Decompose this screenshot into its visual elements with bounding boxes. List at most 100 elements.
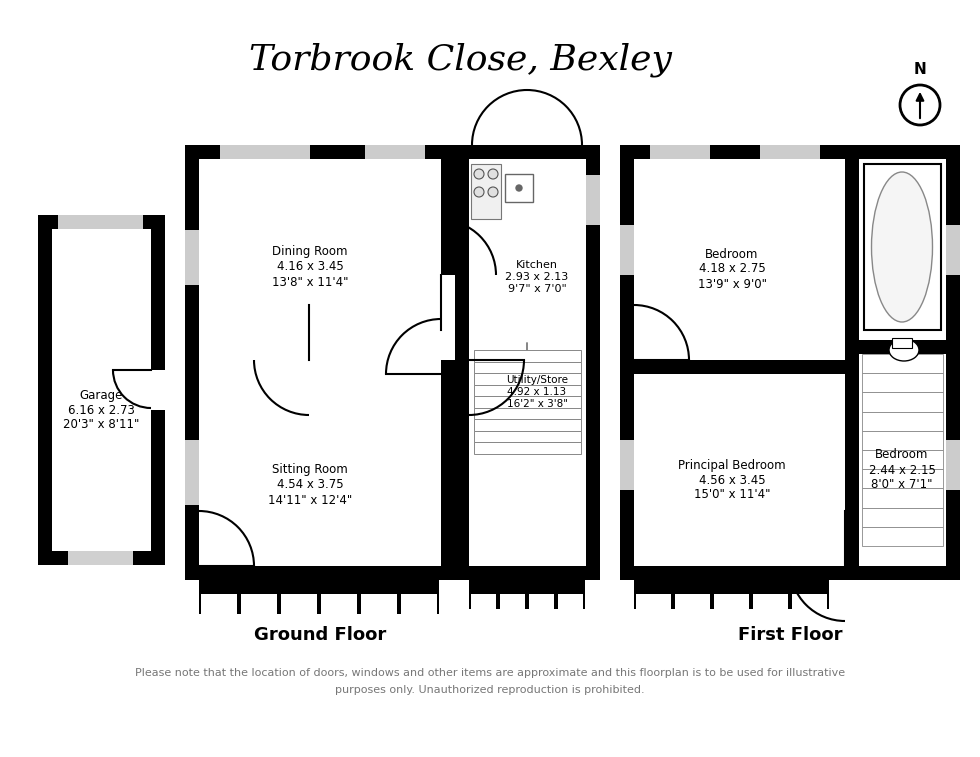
- Bar: [752, 594, 789, 609]
- Bar: [862, 508, 943, 527]
- Bar: [237, 594, 239, 614]
- Bar: [68, 551, 133, 565]
- Bar: [862, 469, 943, 488]
- Bar: [751, 594, 753, 609]
- Bar: [365, 145, 425, 159]
- Text: Sitting Room
4.54 x 3.75
14'11" x 12'4": Sitting Room 4.54 x 3.75 14'11" x 12'4": [268, 463, 352, 506]
- Bar: [946, 225, 960, 275]
- Bar: [185, 360, 441, 374]
- Bar: [862, 450, 943, 469]
- Bar: [58, 215, 143, 229]
- Bar: [200, 594, 238, 612]
- Text: Principal Bedroom
4.56 x 3.45
15'0" x 11'4": Principal Bedroom 4.56 x 3.45 15'0" x 11…: [678, 459, 786, 501]
- Bar: [185, 566, 455, 580]
- Bar: [474, 396, 581, 408]
- Bar: [469, 360, 586, 566]
- Bar: [469, 594, 471, 609]
- Bar: [240, 594, 278, 612]
- Bar: [557, 594, 584, 609]
- Bar: [319, 580, 359, 594]
- Bar: [471, 164, 501, 219]
- Bar: [279, 580, 319, 594]
- Bar: [437, 594, 439, 614]
- Text: Bedroom
2.44 x 2.15
8'0" x 7'1": Bedroom 2.44 x 2.15 8'0" x 7'1": [868, 448, 936, 491]
- Bar: [455, 566, 600, 580]
- Bar: [199, 580, 239, 594]
- Bar: [505, 174, 533, 202]
- Bar: [455, 566, 600, 580]
- Bar: [525, 594, 527, 609]
- Text: Torbrook Close, Bexley: Torbrook Close, Bexley: [249, 42, 672, 77]
- Bar: [498, 594, 500, 609]
- Ellipse shape: [871, 172, 933, 322]
- Bar: [862, 527, 943, 546]
- Bar: [474, 431, 581, 442]
- Bar: [38, 215, 165, 229]
- Bar: [471, 164, 501, 219]
- Bar: [469, 580, 498, 594]
- Text: First Floor: First Floor: [738, 626, 842, 644]
- Bar: [474, 385, 581, 396]
- Bar: [528, 594, 555, 609]
- Bar: [862, 373, 943, 392]
- Bar: [400, 594, 438, 612]
- Bar: [38, 551, 165, 565]
- Bar: [586, 145, 600, 580]
- Bar: [151, 370, 165, 410]
- Bar: [185, 145, 455, 159]
- Bar: [359, 580, 399, 594]
- Bar: [474, 350, 581, 362]
- Bar: [650, 145, 710, 159]
- Bar: [455, 145, 469, 580]
- Bar: [713, 594, 750, 609]
- Circle shape: [474, 187, 484, 197]
- Bar: [471, 164, 501, 219]
- Bar: [760, 145, 820, 159]
- Bar: [496, 594, 498, 609]
- Bar: [712, 594, 714, 609]
- Bar: [319, 594, 321, 614]
- Bar: [620, 225, 634, 275]
- Bar: [862, 392, 943, 412]
- Bar: [864, 164, 941, 330]
- Bar: [749, 594, 751, 609]
- Bar: [220, 145, 310, 159]
- Text: purposes only. Unauthorized reproduction is prohibited.: purposes only. Unauthorized reproduction…: [335, 685, 645, 695]
- Circle shape: [488, 169, 498, 179]
- Text: Dining Room
4.16 x 3.45
13'8" x 11'4": Dining Room 4.16 x 3.45 13'8" x 11'4": [271, 245, 348, 288]
- Bar: [357, 594, 359, 614]
- Bar: [455, 145, 600, 159]
- Bar: [360, 594, 398, 612]
- Bar: [892, 338, 912, 348]
- Bar: [862, 431, 943, 450]
- Bar: [199, 594, 201, 614]
- Bar: [185, 450, 199, 505]
- Bar: [673, 580, 712, 594]
- Bar: [199, 159, 441, 566]
- Bar: [634, 159, 946, 566]
- Bar: [399, 580, 439, 594]
- Bar: [712, 580, 751, 594]
- Bar: [185, 360, 309, 374]
- Bar: [845, 145, 859, 580]
- Bar: [239, 580, 279, 594]
- Bar: [470, 594, 497, 609]
- Bar: [359, 594, 361, 614]
- Bar: [469, 159, 586, 566]
- Bar: [239, 594, 241, 614]
- Bar: [185, 440, 199, 495]
- Bar: [474, 408, 581, 419]
- Bar: [320, 594, 358, 612]
- Bar: [199, 360, 441, 374]
- Bar: [399, 594, 401, 614]
- Bar: [455, 410, 600, 424]
- Bar: [862, 354, 943, 373]
- Bar: [474, 442, 581, 454]
- Bar: [583, 594, 585, 609]
- Bar: [620, 360, 845, 374]
- Bar: [498, 580, 527, 594]
- Bar: [620, 145, 960, 159]
- Bar: [185, 145, 199, 580]
- Bar: [185, 360, 455, 374]
- Bar: [279, 594, 281, 614]
